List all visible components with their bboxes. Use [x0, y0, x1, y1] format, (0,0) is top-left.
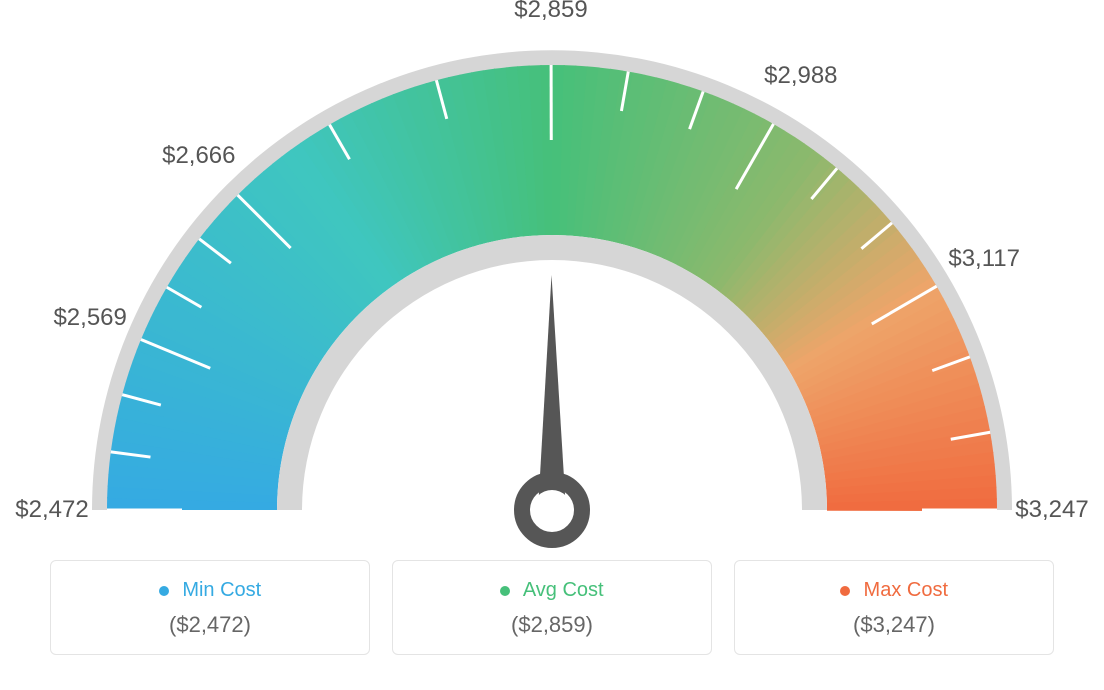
- min-dot-icon: [159, 586, 169, 596]
- max-cost-label: Max Cost: [864, 579, 948, 601]
- min-cost-value: ($2,472): [61, 612, 359, 638]
- min-cost-card: Min Cost ($2,472): [50, 560, 370, 655]
- avg-cost-card: Avg Cost ($2,859): [392, 560, 712, 655]
- cost-cards: Min Cost ($2,472) Avg Cost ($2,859) Max …: [0, 560, 1104, 675]
- max-cost-card: Max Cost ($3,247): [734, 560, 1054, 655]
- avg-cost-title: Avg Cost: [403, 579, 701, 602]
- gauge-scale-label: $2,569: [53, 304, 126, 332]
- max-cost-title: Max Cost: [745, 579, 1043, 602]
- gauge-svg: [0, 0, 1104, 560]
- gauge-scale-label: $2,988: [764, 62, 837, 90]
- min-cost-label: Min Cost: [182, 579, 261, 601]
- avg-dot-icon: [500, 586, 510, 596]
- gauge-scale-label: $3,117: [948, 245, 1020, 273]
- gauge-scale-label: $3,247: [1015, 496, 1088, 524]
- avg-cost-value: ($2,859): [403, 612, 701, 638]
- max-cost-value: ($3,247): [745, 612, 1043, 638]
- min-cost-title: Min Cost: [61, 579, 359, 602]
- gauge-scale-label: $2,859: [514, 0, 587, 24]
- gauge-scale-label: $2,472: [15, 496, 88, 524]
- gauge-chart: $2,472 $2,569 $2,666 $2,859 $2,988 $3,117 $3,2…: [0, 0, 1104, 560]
- avg-cost-label: Avg Cost: [523, 579, 604, 601]
- max-dot-icon: [840, 586, 850, 596]
- gauge-scale-label: $2,666: [162, 142, 235, 170]
